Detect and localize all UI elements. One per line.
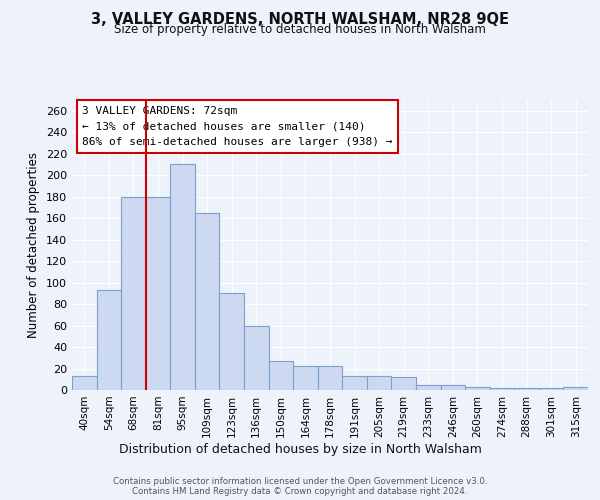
Bar (539, 388, 563, 390)
Text: 3, VALLEY GARDENS, NORTH WALSHAM, NR28 9QE: 3, VALLEY GARDENS, NORTH WALSHAM, NR28 9… (91, 12, 509, 28)
Bar (244, 326, 269, 390)
Bar (514, 388, 539, 390)
Bar (342, 376, 367, 390)
Bar (121, 196, 146, 390)
Text: Distribution of detached houses by size in North Walsham: Distribution of detached houses by size … (119, 442, 481, 456)
Bar (195, 213, 220, 390)
Text: 3 VALLEY GARDENS: 72sqm
← 13% of detached houses are smaller (140)
86% of semi-d: 3 VALLEY GARDENS: 72sqm ← 13% of detache… (82, 106, 393, 147)
Text: Size of property relative to detached houses in North Walsham: Size of property relative to detached ho… (114, 22, 486, 36)
Bar (367, 376, 391, 390)
Bar (465, 387, 490, 390)
Y-axis label: Number of detached properties: Number of detached properties (28, 152, 40, 338)
Bar (220, 294, 244, 390)
Bar (416, 384, 440, 390)
Bar (490, 388, 514, 390)
Bar (72, 376, 97, 390)
Bar (97, 290, 121, 390)
Bar (440, 384, 465, 390)
Bar (170, 164, 195, 390)
Bar (318, 366, 342, 390)
Bar (293, 366, 318, 390)
Text: Contains public sector information licensed under the Open Government Licence v3: Contains public sector information licen… (113, 478, 487, 486)
Bar (146, 196, 170, 390)
Bar (563, 387, 588, 390)
Text: Contains HM Land Registry data © Crown copyright and database right 2024.: Contains HM Land Registry data © Crown c… (132, 488, 468, 496)
Bar (391, 377, 416, 390)
Bar (269, 361, 293, 390)
